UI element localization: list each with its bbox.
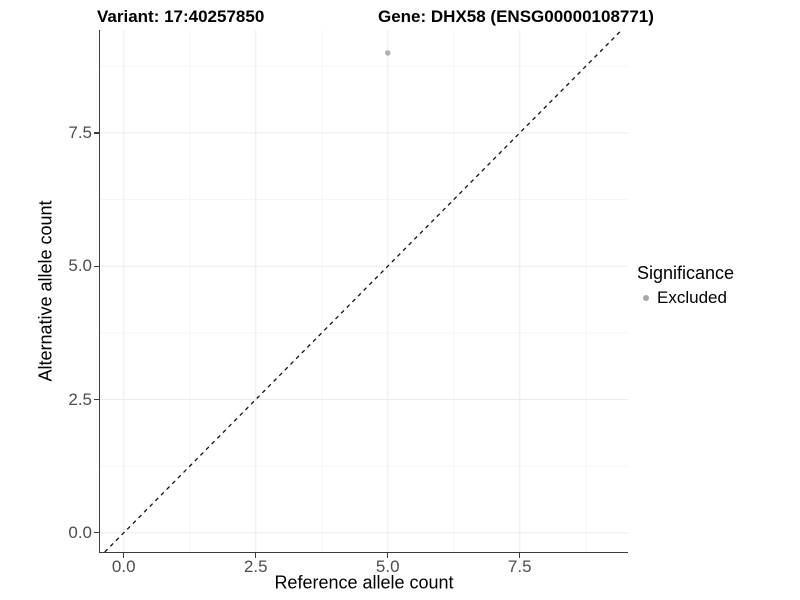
y-tick-mark [94,265,99,267]
data-point [384,50,391,56]
x-tick-label: 7.5 [507,557,532,576]
legend-entry: Excluded [637,288,734,308]
legend-title: Significance [637,263,735,283]
identity-line [104,30,623,552]
y-tick-label: 0.0 [68,522,92,542]
x-axis-title: Reference allele count [274,572,454,593]
x-tick-mark [255,553,257,558]
legend-entry-label: Excluded [657,288,727,307]
plot-panel [100,30,628,552]
y-tick-label: 5.0 [68,256,92,276]
x-tick-label: 5.0 [375,557,400,576]
x-axis-line [99,552,628,554]
y-tick-label: 2.5 [68,389,92,409]
y-tick-label: 7.5 [68,122,92,142]
y-tick-mark [94,532,99,534]
legend-key-dot [642,295,649,301]
legend-key [637,290,654,307]
legend: Significance Excluded [637,263,734,308]
y-tick-mark [94,132,99,134]
plot-title-gene: Gene: DHX58 (ENSG00000108771) [378,7,654,26]
x-tick-mark [387,553,389,558]
x-tick-label: 0.0 [111,557,136,576]
x-tick-label: 2.5 [243,557,268,576]
plot-title-variant: Variant: 17:40257850 [97,7,265,26]
x-tick-mark [519,553,521,558]
y-tick-mark [94,398,99,401]
y-axis-line [99,30,101,553]
y-axis-title: Alternative allele count [35,200,56,382]
x-tick-mark [123,553,125,558]
